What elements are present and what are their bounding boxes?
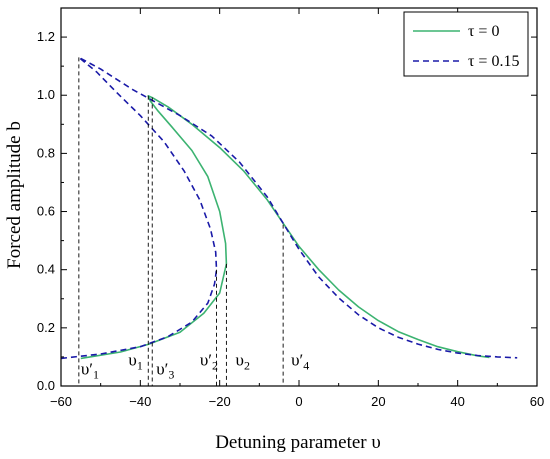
marker-label-3: υ′2 [200, 351, 218, 373]
y-tick-label-5: 1.0 [37, 87, 55, 102]
y-axis-title: Forced amplitude b [4, 121, 25, 269]
x-tick-label-2: −20 [209, 394, 231, 409]
marker-label-1: υ1 [128, 351, 142, 373]
marker-label-4: υ2 [236, 351, 250, 373]
series-line-1 [60, 56, 518, 360]
x-tick-label-6: 60 [530, 394, 544, 409]
x-tick-label-3: 0 [295, 394, 302, 409]
y-tick-label-6: 1.2 [37, 29, 55, 44]
legend-label-tau-0: τ = 0 [468, 23, 499, 40]
legend-label-tau-0.15: τ = 0.15 [468, 53, 519, 70]
marker-label-2: υ′3 [156, 359, 174, 381]
x-tick-label-0: −60 [50, 394, 72, 409]
y-tick-label-3: 0.6 [37, 204, 55, 219]
marker-label-0: υ′1 [81, 359, 99, 381]
vertical-markers: υ′1 υ1 υ′3 υ′2 υ2 υ′4 [78, 57, 309, 386]
legend: τ = 0 τ = 0.15 [403, 11, 529, 77]
legend-box [403, 11, 529, 77]
series-line-0 [80, 95, 490, 360]
x-tick-label-4: 20 [371, 394, 385, 409]
axes: −60 −40 −20 0 20 40 60 0.0 0.2 0.4 0.6 0.8 1.0 1.2 [37, 7, 544, 409]
x-tick-label-1: −40 [129, 394, 151, 409]
y-tick-label-1: 0.2 [37, 320, 55, 335]
marker-label-5: υ′4 [291, 351, 309, 373]
y-tick-label-2: 0.4 [37, 262, 55, 277]
y-tick-label-4: 0.8 [37, 145, 55, 160]
x-axis-title: Detuning parameter υ [215, 432, 381, 453]
plot-lines [60, 56, 518, 360]
x-tick-label-5: 40 [450, 394, 464, 409]
y-tick-label-0: 0.0 [37, 378, 55, 393]
